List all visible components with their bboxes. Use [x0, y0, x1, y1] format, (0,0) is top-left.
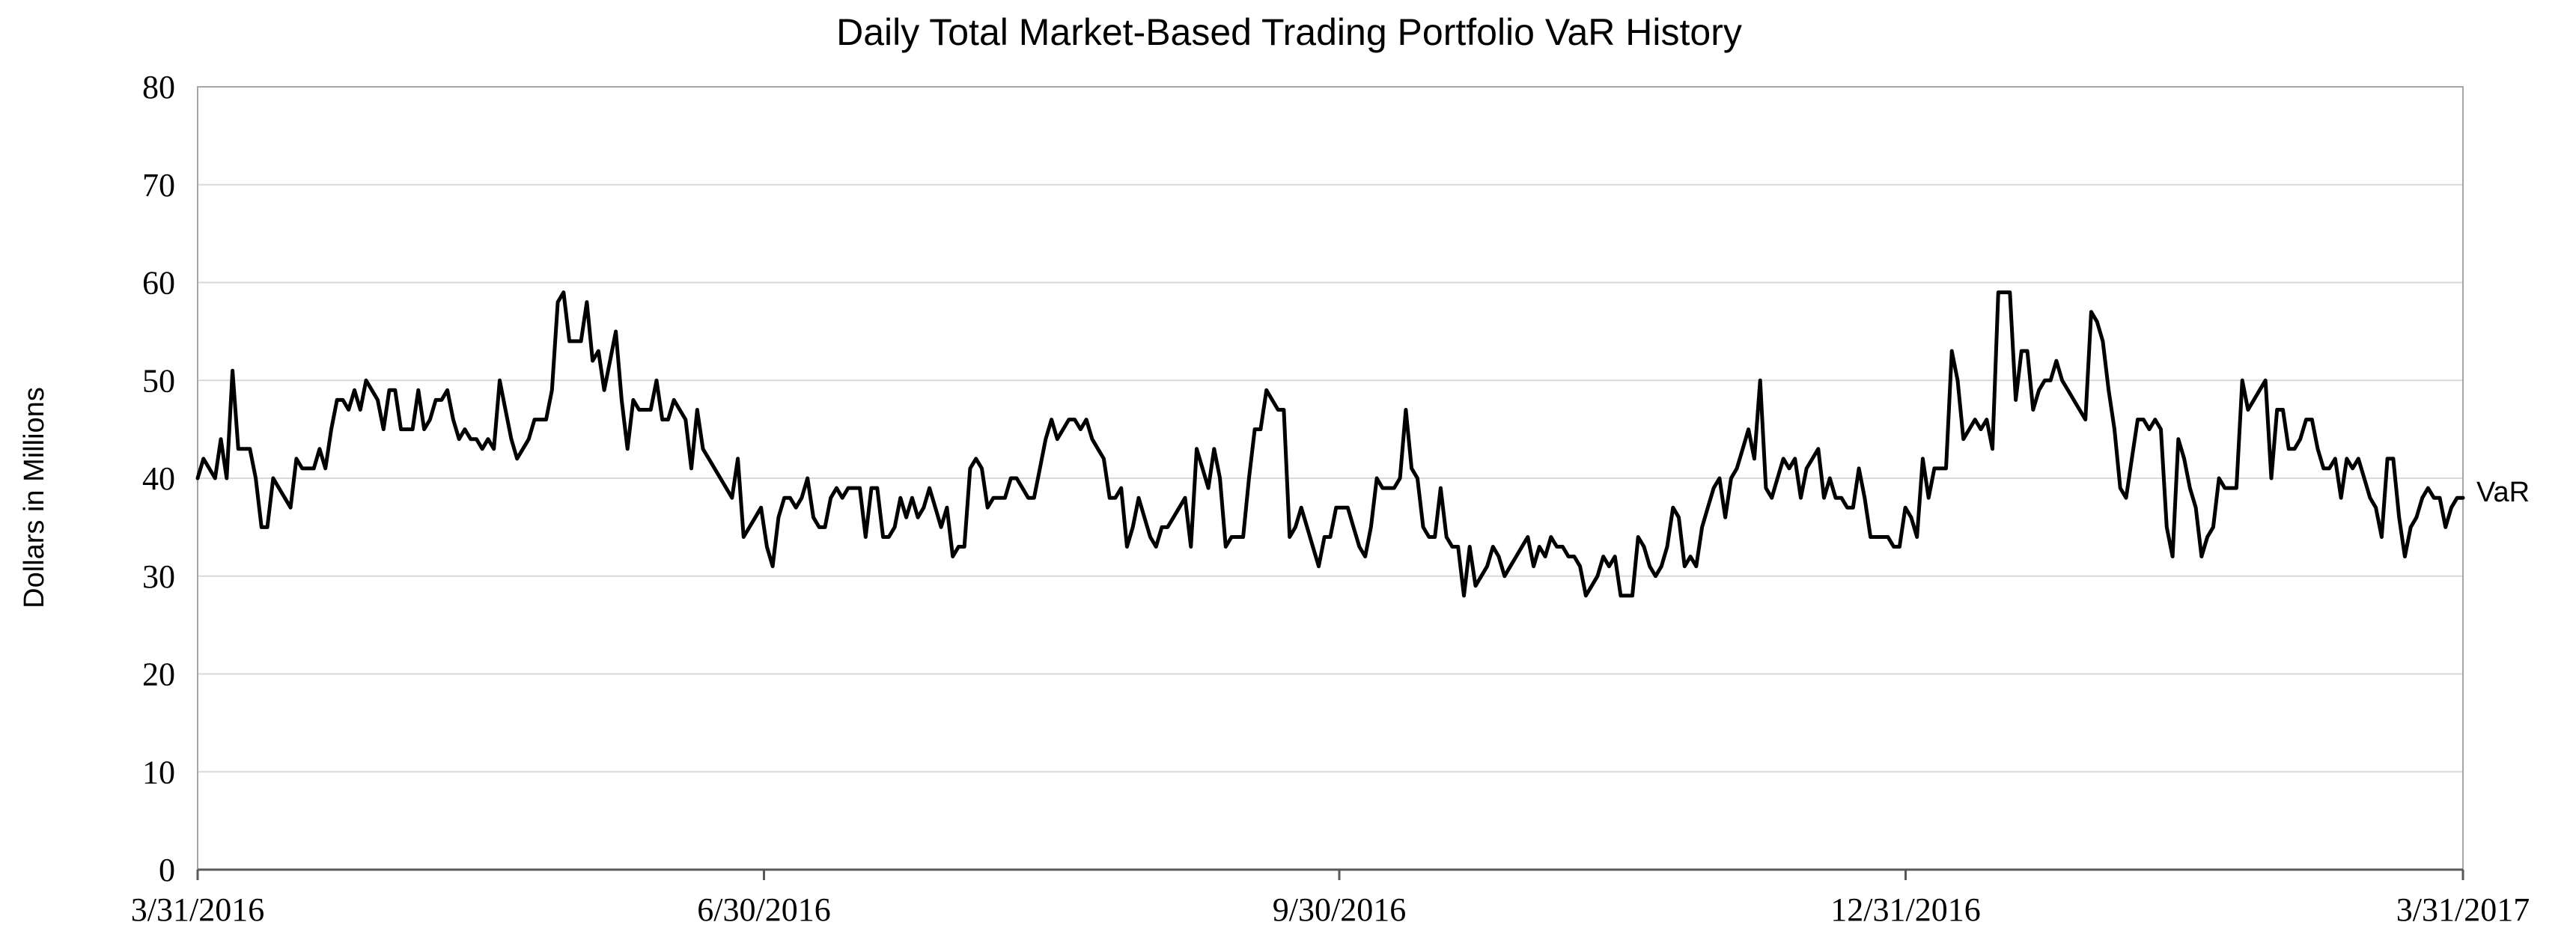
y-axis-ticks: 0 10 20 30 40 50 60 70 80 — [142, 69, 175, 888]
series-layer — [195, 290, 2465, 598]
y-tick-label: 10 — [142, 754, 175, 790]
gridlines — [198, 183, 2463, 773]
y-tick-label: 80 — [142, 69, 175, 106]
x-tick-label: 9/30/2016 — [1273, 891, 1406, 928]
y-tick-label: 20 — [142, 656, 175, 693]
y-tick-label: 50 — [142, 362, 175, 399]
x-tick-label: 3/31/2017 — [2396, 891, 2530, 928]
legend-label-var: VaR — [2476, 477, 2530, 508]
x-axis-ticks: 3/31/2016 6/30/2016 9/30/2016 12/31/2016 3/3… — [131, 870, 2530, 928]
x-tick-label: 6/30/2016 — [697, 891, 830, 928]
x-tick-label: 3/31/2016 — [131, 891, 264, 928]
y-tick-label: 0 — [159, 852, 175, 888]
y-tick-label: 30 — [142, 558, 175, 595]
y-axis-label: Dollars in Millions — [19, 387, 50, 608]
y-tick-label: 60 — [142, 265, 175, 302]
series-line-var — [195, 290, 2465, 598]
x-tick-label: 12/31/2016 — [1830, 891, 1980, 928]
y-tick-label: 40 — [142, 460, 175, 497]
y-tick-label: 70 — [142, 167, 175, 204]
chart-title: Daily Total Market-Based Trading Portfol… — [836, 11, 1742, 53]
